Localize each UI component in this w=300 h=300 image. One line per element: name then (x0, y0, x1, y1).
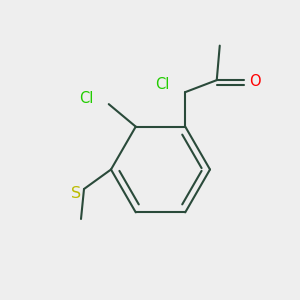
Text: S: S (70, 186, 81, 201)
Text: Cl: Cl (79, 91, 93, 106)
Text: O: O (249, 74, 261, 89)
Text: Cl: Cl (156, 77, 170, 92)
